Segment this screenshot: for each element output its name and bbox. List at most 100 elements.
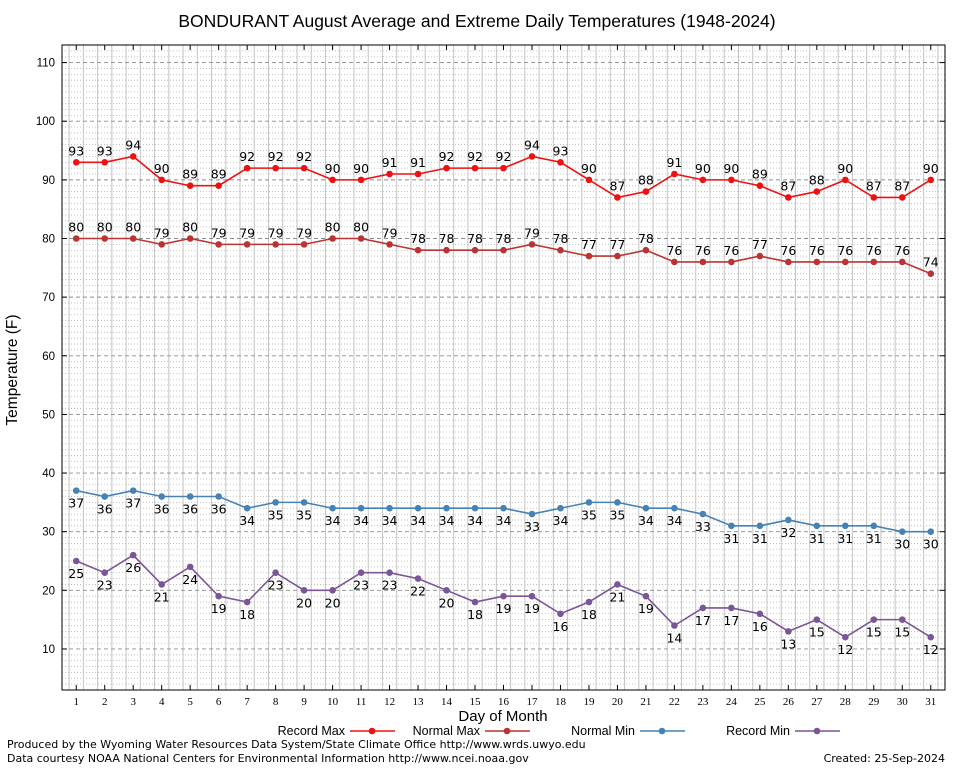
normal-min-point: [129, 487, 137, 494]
x-tick-label: 31: [925, 696, 936, 708]
normal-max-data-label: 80: [125, 220, 141, 235]
x-tick-label: 15: [470, 696, 482, 708]
y-tick-label: 80: [42, 234, 55, 246]
record-min-data-label: 22: [410, 584, 426, 599]
normal-min-point: [471, 504, 479, 512]
normal-min-point: [642, 504, 650, 512]
record-min-legend-marker: [813, 727, 821, 735]
normal-min-data-label: 31: [752, 531, 768, 546]
record-max-point: [129, 153, 137, 160]
normal-min-data-label: 36: [182, 502, 198, 517]
x-axis-label: Day of Month: [458, 708, 547, 725]
record-min-data-label: 24: [182, 572, 198, 587]
record-max-point: [870, 194, 878, 201]
normal-min-point: [329, 504, 336, 512]
normal-max-data-label: 78: [496, 231, 512, 246]
record-min-data-label: 18: [467, 607, 483, 622]
normal-min-point: [870, 522, 878, 530]
chart-title: BONDURANT August Average and Extreme Dai…: [178, 11, 775, 31]
normal-max-point: [443, 246, 450, 254]
record-min-point: [898, 616, 906, 623]
normal-min-data-label: 30: [894, 537, 910, 552]
normal-min-data-label: 35: [296, 507, 312, 522]
normal-min-point: [813, 522, 821, 530]
record-min-data-label: 23: [268, 578, 284, 593]
record-max-data-label: 90: [723, 161, 739, 176]
record-max-point: [927, 176, 935, 184]
normal-max-data-label: 78: [439, 231, 455, 246]
normal-max-point: [300, 241, 308, 248]
normal-min-data-label: 34: [325, 513, 341, 528]
x-tick-label: 29: [868, 696, 880, 708]
x-tick-label: 2: [102, 696, 108, 708]
normal-min-point: [614, 499, 621, 506]
record-min-point: [528, 592, 536, 600]
normal-max-data-label: 80: [68, 220, 84, 235]
normal-max-point: [699, 258, 707, 266]
record-min-point: [215, 592, 222, 600]
record-min-data-label: 16: [752, 619, 768, 634]
x-tick-label: 28: [840, 696, 852, 708]
record-min-point: [557, 610, 564, 618]
y-tick-label: 100: [36, 116, 55, 128]
normal-min-data-label: 34: [666, 513, 682, 528]
normal-max-point: [728, 258, 735, 266]
record-max-data-label: 90: [695, 161, 711, 176]
normal-max-point: [72, 235, 80, 242]
record-max-data-label: 92: [467, 149, 483, 164]
record-max-point: [158, 176, 165, 184]
legend: Record Max Normal Max Normal Min Record Min: [278, 724, 840, 738]
x-tick-label: 23: [697, 696, 709, 708]
record-min-point: [870, 616, 878, 623]
y-tick-label: 40: [42, 468, 55, 480]
record-max-point: [671, 170, 678, 178]
record-min-point: [756, 610, 764, 618]
x-tick-label: 5: [187, 696, 193, 708]
record-max-data-label: 94: [524, 137, 540, 152]
normal-max-data-label: 79: [154, 225, 170, 240]
record-min-point: [101, 569, 109, 577]
record-max-point: [898, 194, 906, 201]
record-min-point: [414, 575, 422, 582]
normal-max-data-label: 79: [382, 225, 398, 240]
record-max-legend-label: Record Max: [278, 724, 346, 738]
record-max-data-label: 93: [68, 143, 84, 158]
record-min-data-label: 23: [353, 578, 369, 593]
record-min-point: [500, 592, 507, 600]
normal-max-data-label: 80: [353, 220, 369, 235]
record-max-point: [186, 182, 194, 190]
record-max-data-label: 87: [780, 178, 796, 193]
record-min-data-label: 12: [837, 642, 853, 657]
record-max-data-label: 92: [296, 149, 312, 164]
record-min-point: [72, 557, 80, 565]
record-min-data-label: 18: [239, 607, 255, 622]
x-tick-label: 8: [273, 696, 279, 708]
record-max-data-label: 88: [809, 173, 825, 188]
normal-min-data-label: 31: [837, 531, 853, 546]
record-min-point: [728, 604, 735, 612]
record-min-legend-label: Record Min: [726, 724, 790, 738]
normal-max-point: [329, 235, 336, 242]
record-min-data-label: 19: [211, 601, 227, 616]
record-max-point: [72, 158, 80, 166]
normal-min-data-label: 34: [410, 513, 426, 528]
record-max-point: [528, 153, 536, 160]
normal-min-data-label: 34: [239, 513, 255, 528]
normal-max-point: [186, 235, 194, 242]
x-tick-label: 4: [159, 696, 165, 708]
y-tick-label: 50: [42, 409, 55, 421]
record-max-data-label: 87: [866, 178, 882, 193]
normal-min-point: [785, 516, 792, 524]
record-max-legend-marker: [368, 727, 376, 735]
record-min-point: [585, 598, 593, 606]
normal-min-point: [158, 493, 165, 500]
normal-min-legend-marker: [658, 727, 666, 735]
record-min-data-label: 20: [296, 595, 312, 610]
record-max-point: [215, 182, 222, 190]
record-max-data-label: 90: [581, 161, 597, 176]
record-min-point: [186, 563, 194, 571]
y-tick-label: 10: [42, 644, 55, 656]
normal-min-data-label: 34: [467, 513, 483, 528]
normal-max-point: [215, 241, 222, 248]
normal-max-data-label: 79: [296, 225, 312, 240]
